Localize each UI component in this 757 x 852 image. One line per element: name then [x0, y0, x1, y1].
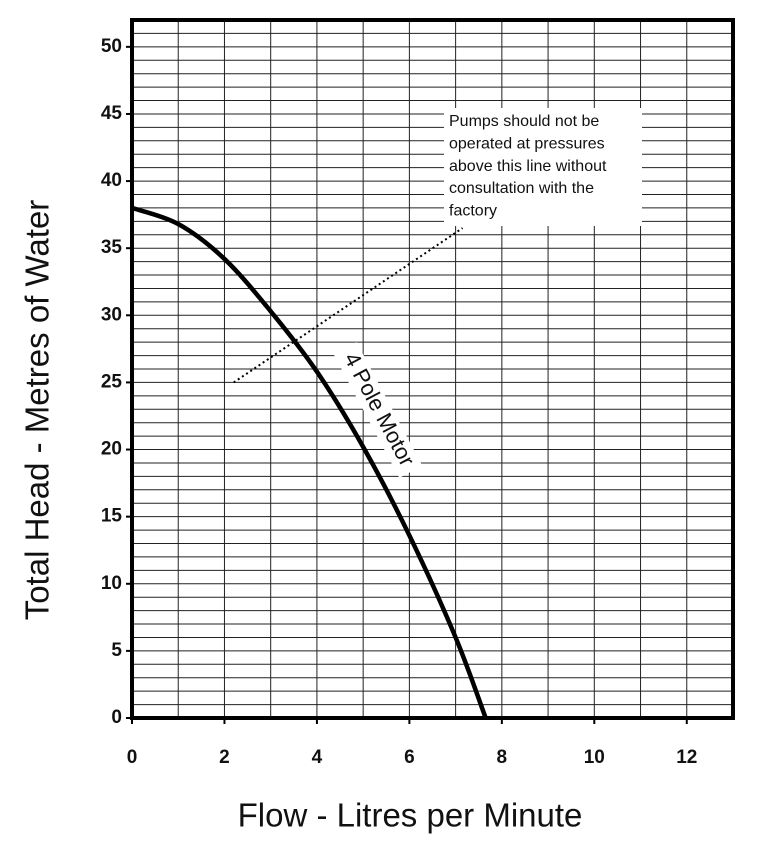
- curve-label-bg: [333, 342, 423, 478]
- y-tick-label: 40: [101, 170, 122, 191]
- y-tick-label: 50: [101, 36, 122, 57]
- y-tick-label: 25: [101, 371, 123, 392]
- plot-frame: [130, 18, 735, 720]
- x-axis-title: Flow - Litres per Minute: [238, 797, 583, 834]
- y-tick-label: 0: [111, 707, 122, 728]
- x-tick-label: 6: [404, 747, 415, 768]
- annotation-text: consultation with the: [449, 180, 594, 197]
- x-tick-label: 2: [219, 747, 230, 768]
- annotation-text: factory: [449, 202, 497, 219]
- x-tick-label: 12: [676, 747, 697, 768]
- annotation-text: operated at pressures: [449, 136, 605, 153]
- x-tick-label: 4: [312, 747, 323, 768]
- y-tick-label: 10: [101, 573, 122, 594]
- x-tick-label: 8: [497, 747, 508, 768]
- annotation-box: [444, 108, 642, 226]
- y-tick-label: 35: [101, 237, 123, 258]
- curve: [131, 205, 488, 719]
- y-tick-label: 20: [101, 439, 122, 460]
- y-tick-label: 30: [101, 304, 122, 325]
- annotation-text: above this line without: [449, 158, 607, 175]
- y-tick-label: 15: [101, 506, 123, 527]
- limit-line: [233, 227, 464, 384]
- y-tick-label: 45: [101, 103, 123, 124]
- x-tick-label: 10: [584, 747, 605, 768]
- y-tick-label: 5: [111, 640, 122, 661]
- x-tick-label: 0: [127, 747, 138, 768]
- y-axis-title: Total Head - Metres of Water: [19, 200, 56, 621]
- annotation-text: Pumps should not be: [449, 113, 599, 130]
